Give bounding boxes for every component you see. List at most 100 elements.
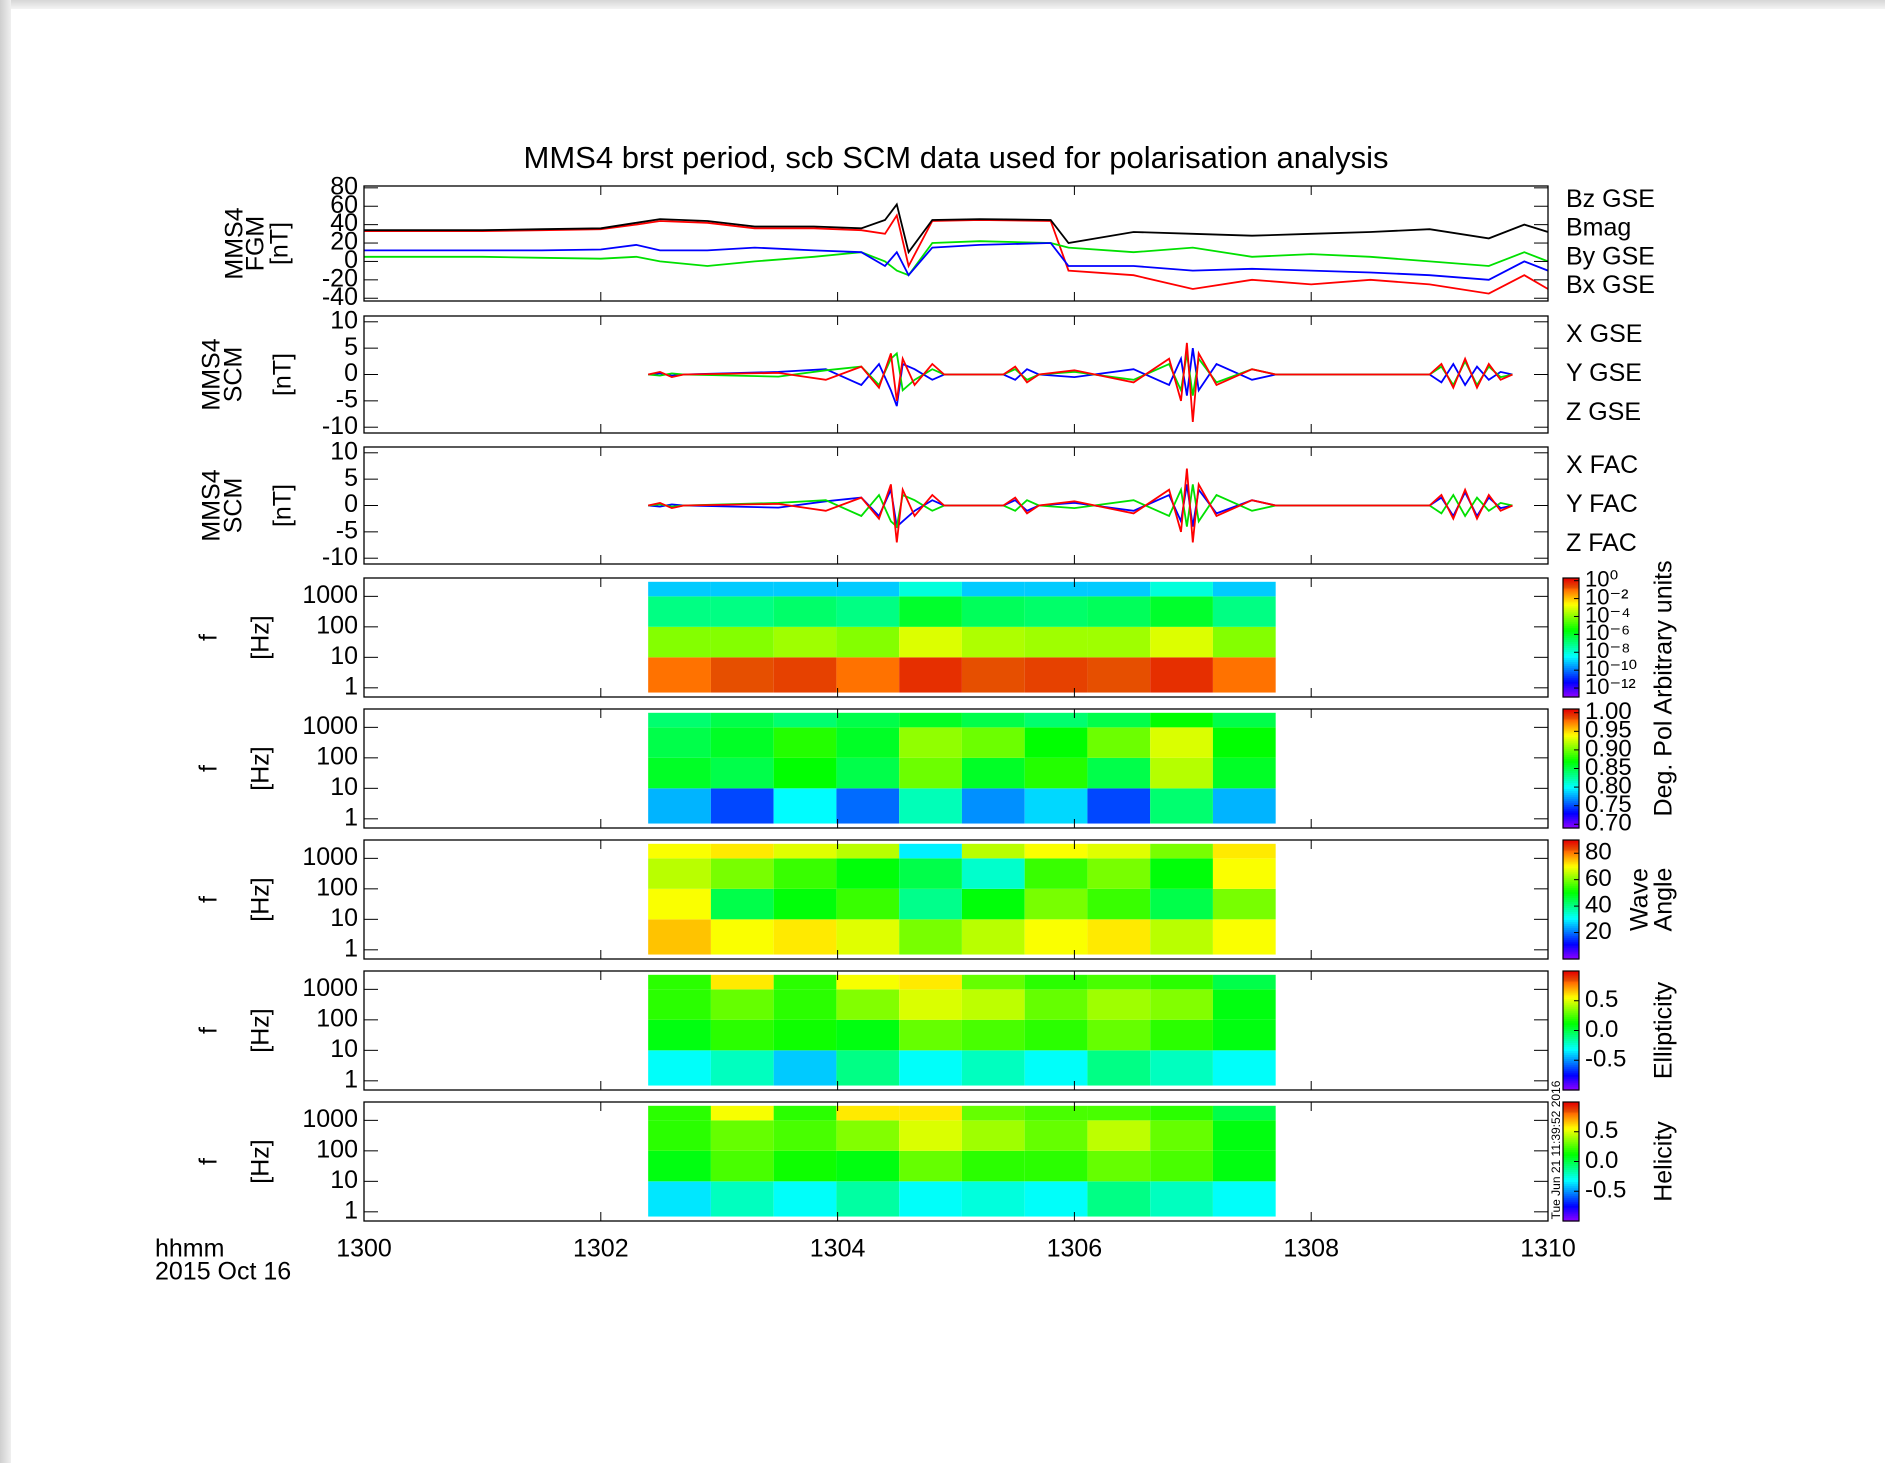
heatmap-cell	[836, 626, 900, 658]
colorbar-strip	[1563, 951, 1579, 954]
colorbar-strip	[1563, 859, 1579, 863]
heatmap-cell	[710, 1150, 774, 1182]
heatmap-cell	[1212, 1019, 1276, 1051]
heatmap-cell	[648, 1019, 711, 1051]
heatmap-cell	[899, 657, 962, 693]
colorbar-strip	[1563, 1117, 1579, 1121]
heatmap-cell	[1150, 757, 1213, 789]
colorbar-strip	[1563, 1008, 1579, 1012]
legend-entry: X GSE	[1566, 320, 1642, 348]
colorbar-strip	[1563, 1131, 1579, 1135]
y-tick-label: -20	[322, 264, 358, 292]
colorbar-strip	[1563, 865, 1579, 869]
colorbar-strip	[1563, 774, 1579, 778]
heatmap-cell	[648, 626, 711, 658]
colorbar-label: Helicity	[1650, 1121, 1678, 1202]
colorbar-strip	[1563, 768, 1579, 772]
heatmap-cell	[1024, 1019, 1088, 1051]
heatmap-cell	[1087, 989, 1151, 1020]
colorbar-strip	[1563, 943, 1579, 946]
heatmap-cell	[773, 1019, 837, 1051]
colorbar-strip	[1563, 998, 1579, 1002]
legend-entry: Y GSE	[1566, 359, 1642, 387]
heatmap-cell	[1212, 1120, 1276, 1151]
heatmap-cell	[1087, 858, 1151, 889]
colorbar-strip	[1563, 949, 1579, 952]
heatmap-cell	[1024, 1150, 1088, 1182]
y-axis-label: f	[195, 1027, 223, 1034]
colorbar-tick-label: 10⁻¹⁰	[1585, 656, 1637, 681]
heatmap-cell	[1212, 974, 1276, 990]
heatmap-cell	[1024, 1120, 1088, 1151]
heatmap-cell	[1212, 712, 1276, 728]
heatmap-cell	[836, 888, 900, 920]
heatmap-cell	[773, 581, 837, 597]
heatmap-cell	[899, 919, 962, 955]
heatmap-cell	[961, 626, 1025, 658]
colorbar-tick-label: 0.80	[1585, 772, 1632, 799]
colorbar-label: Arbitrary units	[1650, 560, 1678, 714]
colorbar-strip	[1563, 786, 1579, 789]
heatmap-cell	[773, 712, 837, 728]
colorbar-strip	[1563, 673, 1579, 676]
heatmap-cell	[836, 1105, 900, 1121]
colorbar-strip	[1563, 601, 1579, 605]
colorbar-tick-label: 0.85	[1585, 754, 1632, 781]
colorbar-strip	[1563, 675, 1579, 678]
heatmap-cell	[1087, 1181, 1151, 1217]
colorbar-strip	[1563, 1103, 1579, 1107]
colorbar-strip	[1563, 913, 1579, 916]
colorbar-strip	[1563, 1209, 1579, 1212]
heatmap-cell	[1087, 581, 1151, 597]
colorbar-strip	[1563, 843, 1579, 847]
colorbar-strip	[1563, 742, 1579, 746]
colorbar-strip	[1563, 857, 1579, 861]
colorbar-strip	[1563, 645, 1579, 649]
colorbar-strip	[1563, 1167, 1579, 1171]
heatmap-cell	[648, 858, 711, 889]
heatmap-cell	[648, 596, 711, 627]
heatmap-cell	[899, 1105, 962, 1121]
heatmap-cell	[1212, 1105, 1276, 1121]
heatmap-cell	[961, 843, 1025, 859]
heatmap-cell	[1150, 989, 1213, 1020]
heatmap-cell	[899, 727, 962, 758]
colorbar-strip	[1563, 907, 1579, 911]
heatmap-cell	[1087, 974, 1151, 990]
series-line	[364, 213, 1548, 295]
colorbar-strip	[1563, 709, 1579, 712]
series-line	[648, 342, 1513, 422]
colorbar-strip	[1563, 1066, 1579, 1069]
heatmap-cell	[1150, 596, 1213, 627]
colorbar-strip	[1563, 583, 1579, 587]
colorbar-strip	[1563, 903, 1579, 907]
y-tick-label: 100	[316, 611, 358, 639]
colorbar-strip	[1563, 661, 1579, 664]
heatmap-cell	[1087, 657, 1151, 693]
colorbar-strip	[1563, 770, 1579, 774]
heatmap-cell	[961, 1120, 1025, 1151]
heatmap-cell	[773, 1050, 837, 1086]
series-line	[364, 202, 1548, 255]
y-tick-label: 0	[344, 246, 358, 274]
colorbar-tick-label: 10⁻⁸	[1585, 638, 1630, 663]
colorbar-strip	[1563, 1002, 1579, 1006]
colorbar-strip	[1563, 1163, 1579, 1167]
colorbar-strip	[1563, 847, 1579, 851]
heatmap-cell	[899, 757, 962, 789]
colorbar-strip	[1563, 1171, 1579, 1174]
colorbar-strip	[1563, 1157, 1579, 1161]
colorbar-strip	[1563, 792, 1579, 795]
colorbar-strip	[1563, 1022, 1579, 1026]
colorbar-tick-label: 20	[1585, 918, 1612, 945]
heatmap-cell	[1150, 1150, 1213, 1182]
y-tick-label: -40	[322, 283, 358, 311]
colorbar-strip	[1563, 780, 1579, 783]
heatmap-cell	[899, 888, 962, 920]
y-axis-label: [Hz]	[247, 615, 275, 659]
colorbar-strip	[1563, 929, 1579, 932]
colorbar-strip	[1563, 974, 1579, 978]
colorbar-strip	[1563, 972, 1579, 976]
colorbar-strip	[1563, 657, 1579, 660]
colorbar-strip	[1563, 1050, 1579, 1053]
